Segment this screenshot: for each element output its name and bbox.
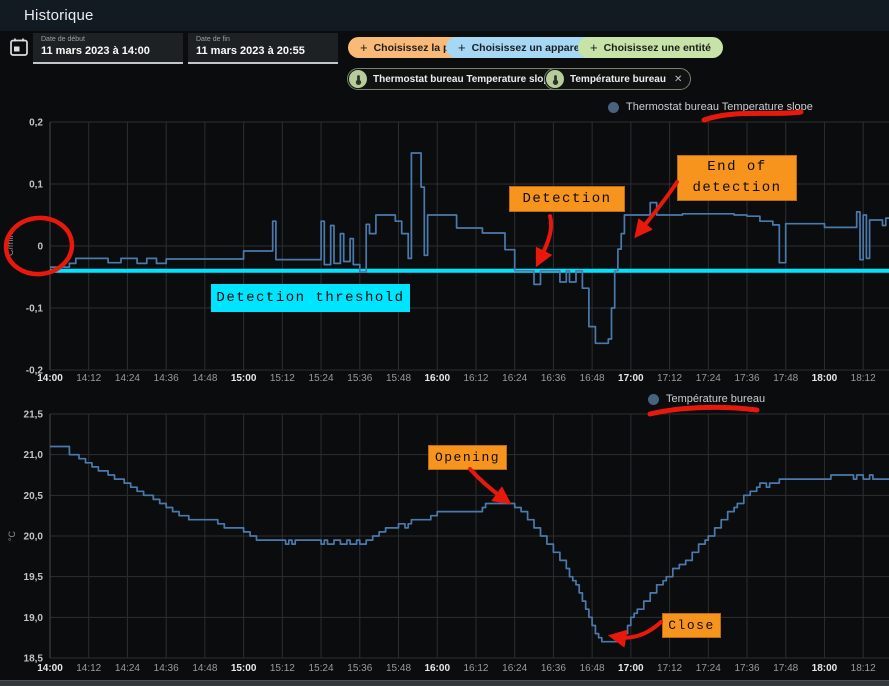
x-tick-label: 18:12: [851, 663, 876, 674]
choose-area-label: Choisissez la pièce: [373, 41, 470, 54]
x-tick-label: 17:12: [657, 663, 682, 674]
x-tick-label: 15:24: [309, 373, 334, 384]
legend-label: Thermostat bureau Temperature slope: [626, 101, 813, 113]
x-tick-label: 14:36: [154, 663, 179, 674]
x-tick-label: 16:36: [541, 663, 566, 674]
series-line: [50, 152, 889, 345]
plus-icon: +: [458, 40, 466, 55]
start-date-value: 11 mars 2023 à 14:00: [41, 45, 150, 57]
annotation-opening: Opening: [428, 445, 507, 470]
y-tick-label: 0,2: [29, 118, 43, 129]
x-tick-label: 17:12: [657, 373, 682, 384]
bottom-card-edge: [0, 680, 889, 686]
annotation-end-of-detection: End of detection: [677, 155, 797, 201]
choose-entity-button[interactable]: + Choisissez une entité: [578, 37, 723, 58]
y-tick-label: 20,5: [24, 491, 44, 502]
start-date-label: Date de début: [41, 36, 85, 43]
x-tick-label: 16:00: [424, 373, 450, 384]
legend-dot: [608, 101, 619, 113]
plus-icon: +: [590, 40, 598, 55]
x-tick-label: 18:00: [812, 373, 838, 384]
app-bar: Historique: [0, 0, 889, 31]
x-tick-label: 14:48: [192, 373, 217, 384]
choose-device-button[interactable]: + Choisissez un appareil: [446, 37, 598, 58]
y-axis-title: °C/min: [5, 232, 15, 259]
legend-temperature[interactable]: Température bureau: [648, 393, 765, 405]
y-tick-label: 19,0: [24, 613, 44, 624]
x-tick-label: 14:24: [115, 663, 140, 674]
thermometer-icon: [546, 70, 564, 88]
legend-temperature-slope[interactable]: Thermostat bureau Temperature slope: [608, 101, 813, 113]
x-tick-label: 17:48: [773, 373, 798, 384]
y-tick-label: -0,2: [26, 366, 44, 377]
x-tick-label: 15:24: [309, 663, 334, 674]
end-date-value: 11 mars 2023 à 20:55: [196, 45, 305, 57]
entity-chip-temperature[interactable]: Température bureau ✕: [544, 68, 692, 90]
x-tick-label: 14:24: [115, 373, 140, 384]
choose-entity-label: Choisissez une entité: [603, 41, 711, 54]
end-date-field[interactable]: Date de fin 11 mars 2023 à 20:55: [188, 33, 338, 64]
x-tick-label: 17:00: [618, 663, 644, 674]
y-tick-label: -0,1: [26, 304, 44, 315]
x-tick-label: 17:36: [734, 663, 759, 674]
x-tick-label: 16:48: [580, 373, 605, 384]
x-tick-label: 15:48: [386, 373, 411, 384]
x-tick-label: 16:24: [502, 663, 527, 674]
page-title: Historique: [24, 7, 94, 24]
x-tick-label: 16:12: [463, 373, 488, 384]
series-line: [50, 445, 889, 643]
x-tick-label: 18:00: [812, 663, 838, 674]
x-tick-label: 14:36: [154, 373, 179, 384]
x-tick-label: 17:48: [773, 663, 798, 674]
y-tick-label: 0,1: [29, 180, 43, 191]
x-tick-label: 15:36: [347, 663, 372, 674]
close-icon[interactable]: ✕: [673, 73, 683, 85]
annotation-detection-threshold: Detection threshold: [211, 284, 410, 312]
y-tick-label: 19,5: [24, 572, 44, 583]
y-tick-label: 0: [37, 242, 43, 253]
x-tick-label: 15:00: [231, 373, 257, 384]
chip-label: Température bureau: [570, 73, 666, 85]
end-date-label: Date de fin: [196, 36, 230, 43]
x-tick-label: 15:00: [231, 663, 257, 674]
chip-label: Thermostat bureau Temperature slope: [373, 73, 556, 85]
x-tick-label: 14:00: [37, 663, 63, 674]
x-tick-label: 15:12: [270, 663, 295, 674]
calendar-icon[interactable]: [9, 37, 29, 57]
x-tick-label: 17:00: [618, 373, 644, 384]
x-tick-label: 14:00: [37, 373, 63, 384]
x-tick-label: 16:12: [463, 663, 488, 674]
y-axis-title: °C: [7, 530, 17, 541]
x-tick-label: 16:24: [502, 373, 527, 384]
x-tick-label: 14:12: [76, 373, 101, 384]
x-tick-label: 14:12: [76, 663, 101, 674]
annotation-detection: Detection: [509, 186, 625, 212]
x-tick-label: 17:24: [696, 663, 721, 674]
x-tick-label: 17:24: [696, 373, 721, 384]
x-tick-label: 17:36: [734, 373, 759, 384]
plus-icon: +: [360, 40, 368, 55]
x-tick-label: 15:48: [386, 663, 411, 674]
annotation-close: Close: [662, 613, 721, 638]
x-tick-label: 18:12: [851, 373, 876, 384]
x-tick-label: 14:48: [192, 663, 217, 674]
x-tick-label: 16:48: [580, 663, 605, 674]
choose-device-label: Choisissez un appareil: [471, 41, 586, 54]
y-tick-label: 18,5: [24, 654, 44, 665]
x-tick-label: 15:36: [347, 373, 372, 384]
legend-dot: [648, 393, 659, 405]
legend-label: Température bureau: [666, 393, 766, 405]
x-tick-label: 15:12: [270, 373, 295, 384]
x-tick-label: 16:36: [541, 373, 566, 384]
thermometer-icon: [349, 70, 367, 88]
x-tick-label: 16:00: [424, 663, 450, 674]
y-tick-label: 21,0: [24, 450, 44, 461]
start-date-field[interactable]: Date de début 11 mars 2023 à 14:00: [33, 33, 183, 64]
y-tick-label: 20,0: [24, 532, 44, 543]
y-tick-label: 21,5: [24, 410, 44, 421]
